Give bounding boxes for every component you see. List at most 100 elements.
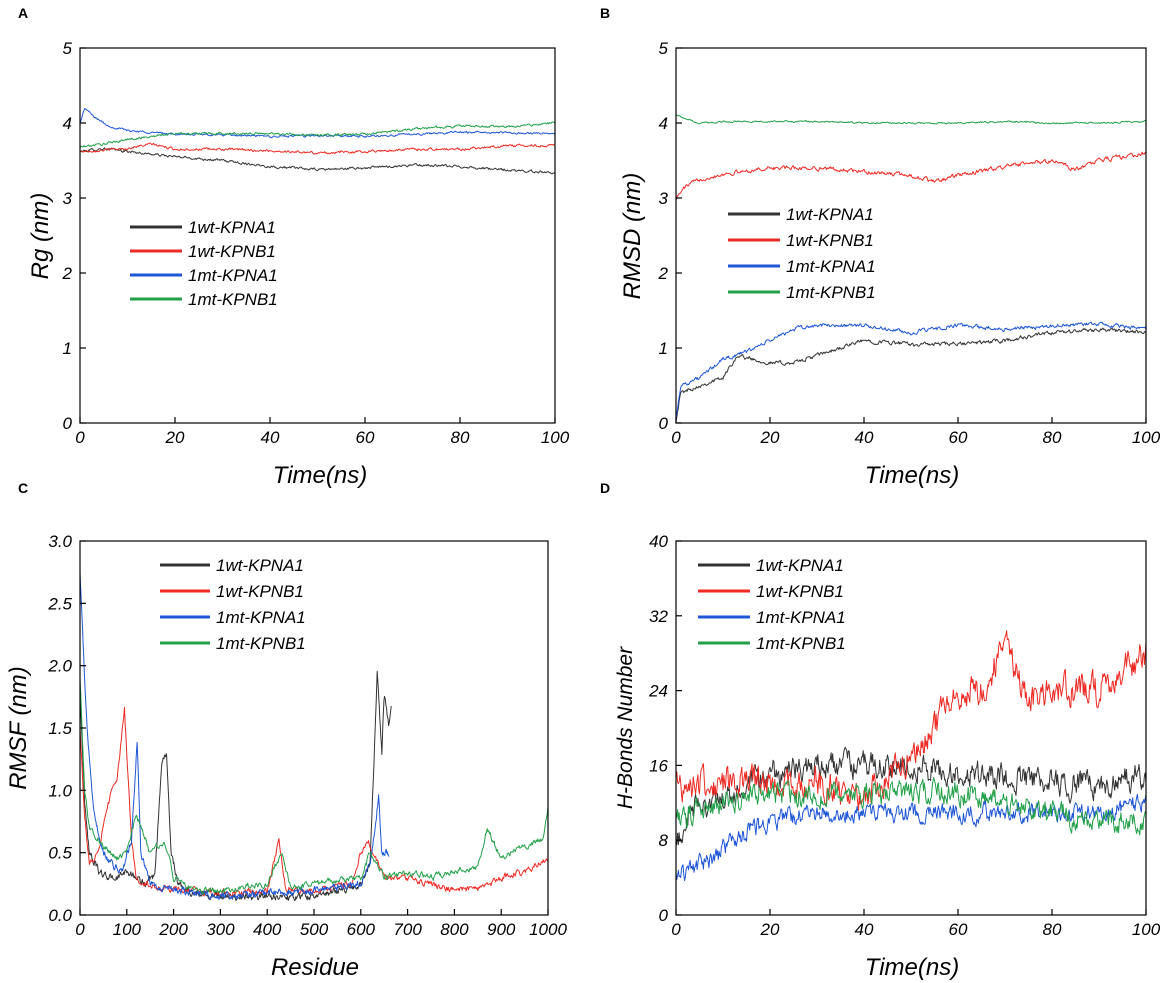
series-1wt-kpnb1 <box>676 151 1146 200</box>
y-tick-label: 1 <box>659 339 668 358</box>
y-tick-label: 5 <box>659 39 669 58</box>
series-1mt-kpna1 <box>80 107 555 139</box>
x-tick-label: 80 <box>1043 428 1062 447</box>
series-1mt-kpna1 <box>676 793 1146 882</box>
y-axis-title: RMSD (nm) <box>619 173 646 300</box>
y-tick-label: 1.0 <box>48 781 72 800</box>
panel-a: 0 20 40 60 80 100 0 1 2 3 4 5 Time(ns) Rg (nm) A 1wt-KP… <box>18 5 570 489</box>
x-tick-label: 60 <box>949 920 968 939</box>
y-tick-label: 4 <box>63 114 72 133</box>
y-tick-label: 3 <box>659 189 669 208</box>
plot-frame <box>79 47 556 424</box>
y-tick-label: 32 <box>649 607 668 626</box>
legend-label: 1wt-KPNB1 <box>216 582 304 601</box>
legend-label: 1wt-KPNA1 <box>216 556 304 575</box>
x-tick-label: 300 <box>206 920 235 939</box>
plot-frame <box>675 47 1147 424</box>
x-tick-label: 20 <box>165 428 185 447</box>
x-tick-label: 900 <box>487 920 516 939</box>
legend: 1wt-KPNA1 1wt-KPNB1 1mt-KPNA1 1mt-KPNB1 <box>728 205 876 302</box>
y-tick-label: 40 <box>649 532 668 551</box>
plot-area <box>80 572 548 902</box>
y-tick-label: 3.0 <box>48 532 72 551</box>
series-1mt-kpnb1 <box>80 678 548 895</box>
y-tick-label: 0 <box>659 906 669 925</box>
x-axis-title: Time(ns) <box>865 954 959 981</box>
series-1wt-kpna1 <box>80 670 392 902</box>
y-axis-title: H-Bonds Number <box>614 646 637 809</box>
legend-label: 1mt-KPNA1 <box>756 608 846 627</box>
x-tick-label: 100 <box>1132 920 1161 939</box>
series-1mt-kpnb1 <box>676 777 1146 836</box>
x-axis-title: Time(ns) <box>865 462 959 489</box>
legend-label: 1mt-KPNB1 <box>216 634 306 653</box>
panel-label: B <box>600 5 610 21</box>
y-tick-label: 2.5 <box>47 594 72 613</box>
x-tick-label: 700 <box>393 920 422 939</box>
legend-label: 1wt-KPNA1 <box>188 218 276 237</box>
x-tick-label: 400 <box>253 920 282 939</box>
series-1mt-kpna1 <box>80 572 390 901</box>
x-axis-title: Time(ns) <box>273 462 367 489</box>
plot-area <box>676 114 1146 422</box>
x-tick-label: 40 <box>261 428 280 447</box>
legend-label: 1mt-KPNB1 <box>756 634 846 653</box>
series-1wt-kpnb1 <box>676 630 1146 811</box>
panel-label: A <box>18 5 28 21</box>
legend-label: 1mt-KPNB1 <box>188 290 278 309</box>
x-tick-label: 80 <box>451 428 470 447</box>
x-tick-label: 40 <box>855 920 874 939</box>
x-tick-label: 100 <box>1132 428 1161 447</box>
panel-label: C <box>18 480 28 496</box>
plot-frame <box>675 540 1147 916</box>
legend-label: 1wt-KPNB1 <box>786 231 874 250</box>
y-tick-label: 0.0 <box>48 906 72 925</box>
legend-label: 1wt-KPNA1 <box>786 205 874 224</box>
y-tick-label: 2 <box>62 264 73 283</box>
x-tick-label: 100 <box>113 920 142 939</box>
panel-label: D <box>600 480 610 496</box>
y-axis-title: RMSF (nm) <box>5 666 32 790</box>
legend-label: 1wt-KPNB1 <box>756 582 844 601</box>
series-1wt-kpnb1 <box>80 706 548 897</box>
x-tick-label: 60 <box>356 428 375 447</box>
plot-area <box>80 107 555 175</box>
x-tick-label: 0 <box>75 920 85 939</box>
y-tick-label: 0 <box>63 414 73 433</box>
panel-b: 0 20 40 60 80 100 0 1 2 3 4 5 Time(ns) RMSD (nm) B 1wt-… <box>600 5 1161 489</box>
legend: 1wt-KPNA1 1wt-KPNB1 1mt-KPNA1 1mt-KPNB1 <box>130 218 278 309</box>
legend-label: 1mt-KPNA1 <box>216 608 306 627</box>
y-tick-label: 24 <box>648 682 668 701</box>
y-tick-label: 3 <box>63 189 73 208</box>
panel-c: 0 100 200 300 400 500 600 700 800 900 1000 0.0 0.5 1.… <box>5 480 567 981</box>
panel-d: 0 20 40 60 80 100 0 8 16 24 32 40 Time(ns) H-Bonds Nu… <box>600 480 1161 981</box>
series-1mt-kpnb1 <box>676 114 1146 125</box>
y-tick-label: 0.5 <box>48 844 72 863</box>
series-1mt-kpnb1 <box>80 121 555 148</box>
y-tick-label: 1 <box>63 339 72 358</box>
y-tick-label: 5 <box>63 39 73 58</box>
y-tick-label: 4 <box>659 114 668 133</box>
legend-label: 1mt-KPNA1 <box>188 266 278 285</box>
x-axis-title: Residue <box>271 954 359 981</box>
y-tick-label: 2.0 <box>47 657 72 676</box>
x-tick-label: 500 <box>300 920 329 939</box>
series-1mt-kpna1 <box>676 321 1146 421</box>
y-tick-label: 2 <box>658 264 669 283</box>
legend: 1wt-KPNA1 1wt-KPNB1 1mt-KPNA1 1mt-KPNB1 <box>160 556 306 653</box>
plot-frame <box>79 540 549 916</box>
x-tick-label: 0 <box>75 428 85 447</box>
x-tick-label: 80 <box>1043 920 1062 939</box>
y-axis-title: Rg (nm) <box>27 193 54 280</box>
legend-label: 1wt-KPNA1 <box>756 556 844 575</box>
legend-label: 1mt-KPNA1 <box>786 257 876 276</box>
x-tick-label: 100 <box>541 428 570 447</box>
y-tick-label: 16 <box>649 756 668 775</box>
x-tick-label: 1000 <box>529 920 567 939</box>
x-tick-label: 40 <box>855 428 874 447</box>
x-tick-label: 0 <box>671 428 681 447</box>
x-tick-label: 0 <box>671 920 681 939</box>
series-1wt-kpnb1 <box>80 142 555 155</box>
x-tick-label: 800 <box>440 920 469 939</box>
